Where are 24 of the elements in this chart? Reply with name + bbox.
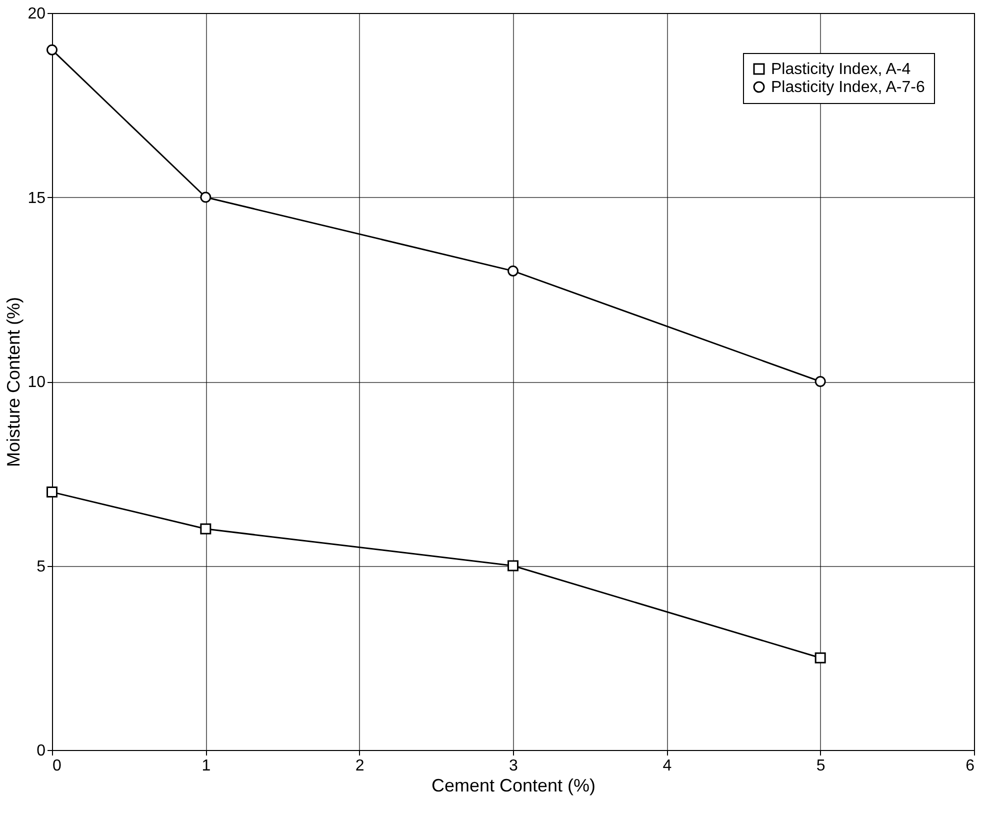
y-axis-title: Moisture Content (%) (4, 296, 24, 468)
x-tick-label: 4 (662, 758, 672, 774)
y-tick-label: 5 (36, 558, 46, 576)
y-tick-label: 0 (36, 742, 46, 760)
y-tick-label: 20 (28, 6, 46, 22)
point (508, 265, 518, 276)
x-tick-label: 3 (509, 758, 518, 774)
point (814, 376, 826, 387)
y-tick-label: 15 (28, 190, 46, 207)
x-tick-label: 2 (355, 758, 364, 774)
point (200, 523, 212, 534)
x-tick-label: 6 (966, 758, 975, 774)
point (46, 44, 58, 56)
point (508, 560, 518, 572)
point (46, 486, 58, 498)
legend-label: Plasticity Index, A-7-6 (771, 79, 925, 96)
point (814, 652, 826, 664)
point (200, 192, 212, 203)
x-tick-label: 5 (816, 758, 826, 774)
x-tick-label: 1 (202, 758, 211, 774)
legend-label: Plasticity Index, A-4 (771, 61, 911, 78)
x-tick-label: 0 (52, 758, 62, 774)
x-axis-title: Cement Content (%) (431, 776, 596, 796)
y-tick-label: 10 (28, 374, 46, 391)
